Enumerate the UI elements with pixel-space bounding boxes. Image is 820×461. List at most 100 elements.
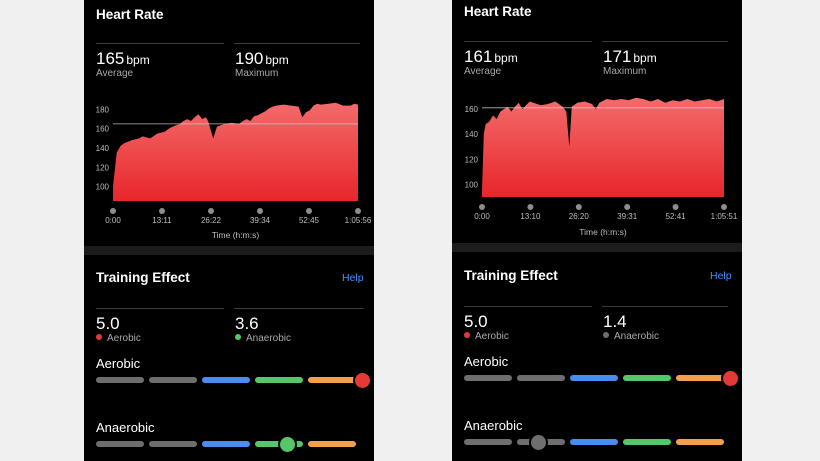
heart-rate-chart: 100 120 140 160 180 0:00 13:11 26:22 39:34 52:45 1… xyxy=(96,102,372,240)
gray-dot-icon xyxy=(603,332,609,339)
x-tick-dot xyxy=(257,208,263,214)
x-tick-dot xyxy=(721,204,727,210)
x-axis-label: Time (h:m:s) xyxy=(579,227,627,237)
x-tick-dot xyxy=(306,208,312,214)
x-tick-dot xyxy=(624,204,631,210)
maximum-label: Maximum xyxy=(603,66,647,77)
heart-rate-title: Heart Rate xyxy=(96,7,164,22)
average-label: Average xyxy=(96,68,134,79)
section-separator xyxy=(84,246,374,255)
x-tick-label: 39:34 xyxy=(250,216,271,225)
x-tick-label: 39:31 xyxy=(617,212,638,221)
scale-segment xyxy=(676,375,724,381)
scale-segment xyxy=(149,377,197,383)
green-dot-icon xyxy=(235,334,241,341)
x-tick-label: 0:00 xyxy=(474,212,490,221)
maximum-label: Maximum xyxy=(235,68,279,79)
divider xyxy=(464,306,592,307)
y-tick-label: 140 xyxy=(465,130,479,139)
x-tick-dot xyxy=(208,208,214,214)
x-tick-label: 1:05:51 xyxy=(711,212,738,221)
scale-marker xyxy=(722,370,738,386)
average-heart-rate: 165 bpm xyxy=(96,49,150,68)
divider xyxy=(96,308,224,309)
divider xyxy=(96,43,224,44)
anaerobic-scale-title: Anaerobic xyxy=(464,418,523,433)
scale-marker xyxy=(530,434,546,450)
average-label: Average xyxy=(464,66,502,77)
left-screen: Heart Rate 165 bpm Average 190 bpm Maximum… xyxy=(84,0,374,461)
x-tick-label: 52:41 xyxy=(666,212,687,221)
scale-segment xyxy=(623,375,671,381)
help-link[interactable]: Help xyxy=(342,272,364,284)
x-tick-dot xyxy=(355,208,361,214)
x-tick-label: 0:00 xyxy=(105,216,121,225)
divider xyxy=(602,306,728,307)
aerobic-label: Aerobic xyxy=(464,331,509,342)
scale-segment xyxy=(623,439,671,445)
anaerobic-value: 3.6 xyxy=(235,314,259,333)
divider xyxy=(602,41,728,42)
x-tick-dot xyxy=(575,204,582,210)
scale-segment xyxy=(676,439,724,445)
x-tick-dot xyxy=(672,204,679,210)
anaerobic-label: Anaerobic xyxy=(235,333,291,344)
aerobic-value: 5.0 xyxy=(464,312,488,331)
scale-segment xyxy=(464,375,512,381)
y-tick-label: 120 xyxy=(465,155,479,164)
scale-marker xyxy=(354,372,370,388)
heart-rate-area xyxy=(113,102,358,201)
heart-rate-area xyxy=(482,97,724,197)
maximum-heart-rate: 171 bpm xyxy=(603,47,657,66)
divider xyxy=(464,41,592,42)
x-tick-dot xyxy=(159,208,165,214)
section-separator xyxy=(452,243,742,252)
x-tick-label: 1:05:56 xyxy=(345,216,372,225)
y-tick-label: 100 xyxy=(96,183,110,192)
scale-segment xyxy=(255,441,303,447)
aerobic-scale-title: Aerobic xyxy=(464,354,509,369)
right-screen: Heart Rate 161 bpm Average 171 bpm Maximum… xyxy=(452,0,742,461)
y-tick-label: 180 xyxy=(96,105,110,114)
y-tick-label: 160 xyxy=(465,105,479,114)
x-tick-label: 26:22 xyxy=(201,216,222,225)
heart-rate-chart: 100 120 140 160 0:00 13:10 26:20 39:31 52:41 1:05… xyxy=(465,97,738,237)
aerobic-label: Aerobic xyxy=(96,333,141,344)
x-tick-label: 13:11 xyxy=(152,216,172,225)
scale-segment xyxy=(96,377,144,383)
average-heart-rate: 161 bpm xyxy=(464,47,518,66)
y-tick-label: 120 xyxy=(96,163,110,172)
red-dot-icon xyxy=(464,332,470,339)
help-link[interactable]: Help xyxy=(710,270,732,282)
y-tick-label: 160 xyxy=(96,125,110,134)
x-tick-label: 13:10 xyxy=(520,212,541,221)
x-tick-label: 52:45 xyxy=(299,216,320,225)
anaerobic-scale-title: Anaerobic xyxy=(96,420,155,435)
scale-segment xyxy=(202,441,250,447)
y-tick-label: 100 xyxy=(465,180,479,189)
maximum-heart-rate: 190 bpm xyxy=(235,49,289,68)
scale-marker xyxy=(280,436,296,452)
divider xyxy=(234,308,364,309)
scale-segment xyxy=(149,441,197,447)
x-tick-label: 26:20 xyxy=(569,212,590,221)
heart-rate-title: Heart Rate xyxy=(464,4,532,19)
training-effect-title: Training Effect xyxy=(464,268,558,283)
anaerobic-label: Anaerobic xyxy=(603,331,659,342)
scale-segment xyxy=(517,375,565,381)
anaerobic-value: 1.4 xyxy=(603,312,627,331)
training-effect-title: Training Effect xyxy=(96,270,190,285)
scale-segment xyxy=(570,439,618,445)
scale-segment xyxy=(96,441,144,447)
divider xyxy=(234,43,360,44)
y-tick-label: 140 xyxy=(96,144,110,153)
scale-segment xyxy=(308,441,356,447)
scale-segment xyxy=(464,439,512,445)
scale-segment xyxy=(202,377,250,383)
aerobic-value: 5.0 xyxy=(96,314,120,333)
aerobic-scale-title: Aerobic xyxy=(96,356,141,371)
scale-segment xyxy=(570,375,618,381)
scale-segment xyxy=(255,377,303,383)
x-tick-dot xyxy=(527,204,534,210)
x-tick-dot xyxy=(479,204,485,210)
